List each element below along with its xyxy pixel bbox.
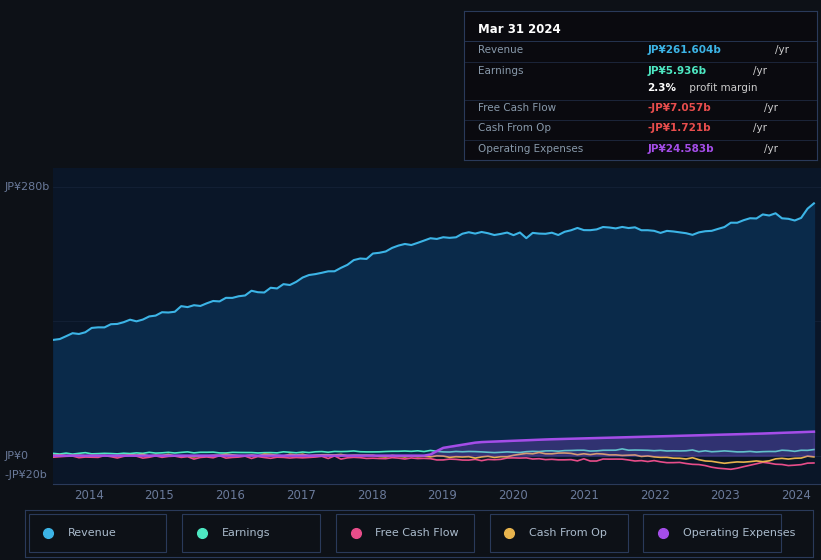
Text: Earnings: Earnings	[478, 66, 524, 76]
Text: Earnings: Earnings	[222, 529, 270, 538]
Text: /yr: /yr	[764, 102, 778, 113]
Text: Operating Expenses: Operating Expenses	[478, 144, 583, 154]
Text: JP¥24.583b: JP¥24.583b	[648, 144, 714, 154]
Text: JP¥280b: JP¥280b	[4, 182, 49, 192]
Text: /yr: /yr	[754, 66, 768, 76]
Text: JP¥261.604b: JP¥261.604b	[648, 45, 722, 55]
Text: /yr: /yr	[764, 144, 778, 154]
Text: Operating Expenses: Operating Expenses	[683, 529, 795, 538]
Text: Cash From Op: Cash From Op	[529, 529, 607, 538]
Text: Mar 31 2024: Mar 31 2024	[478, 22, 561, 35]
Text: /yr: /yr	[754, 123, 768, 133]
Text: /yr: /yr	[774, 45, 788, 55]
Text: JP¥0: JP¥0	[4, 451, 28, 461]
Text: Free Cash Flow: Free Cash Flow	[478, 102, 556, 113]
Text: -JP¥1.721b: -JP¥1.721b	[648, 123, 711, 133]
Text: Free Cash Flow: Free Cash Flow	[375, 529, 459, 538]
Text: Revenue: Revenue	[68, 529, 117, 538]
Text: -JP¥20b: -JP¥20b	[4, 470, 47, 480]
Text: 2.3%: 2.3%	[648, 83, 677, 94]
Text: profit margin: profit margin	[686, 83, 758, 94]
Text: Revenue: Revenue	[478, 45, 523, 55]
Text: Cash From Op: Cash From Op	[478, 123, 551, 133]
Text: -JP¥7.057b: -JP¥7.057b	[648, 102, 711, 113]
Text: JP¥5.936b: JP¥5.936b	[648, 66, 707, 76]
